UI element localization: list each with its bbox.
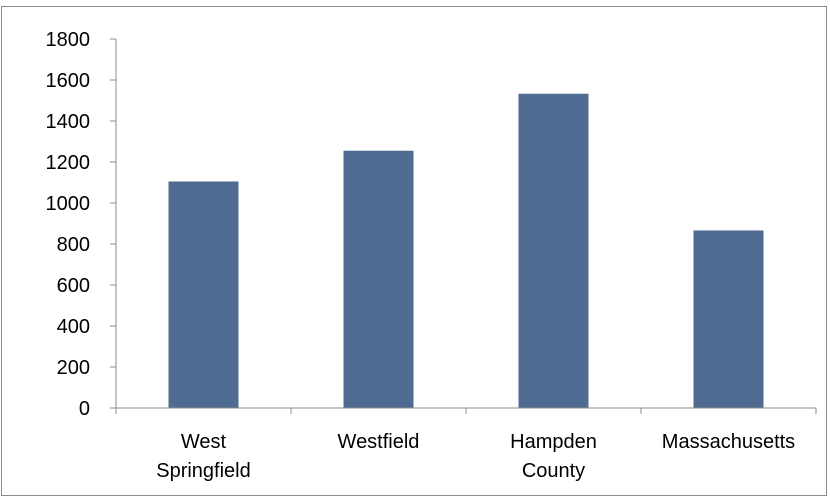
bar	[343, 150, 414, 408]
y-tick-label: 1400	[46, 111, 91, 133]
bar	[518, 93, 589, 409]
y-tick-label: 0	[79, 398, 90, 420]
y-tick-label: 1000	[46, 193, 91, 215]
x-category-label: Massachusetts	[662, 431, 795, 453]
bar	[168, 181, 239, 408]
x-category-labels-group: West Springfield Westfield Hampden County Mas…	[156, 431, 795, 482]
x-category-label: County	[522, 460, 585, 482]
bars-group	[168, 93, 764, 409]
x-ticks-group	[115, 408, 817, 414]
chart-frame	[1, 6, 827, 496]
x-category-label: West	[181, 431, 227, 453]
bar	[693, 230, 764, 408]
y-tick-label: 1200	[46, 152, 91, 174]
x-category-label: Westfield	[338, 431, 420, 453]
y-tick-label: 200	[57, 357, 90, 379]
x-category-label: Springfield	[156, 460, 251, 482]
y-tick-label: 400	[57, 316, 90, 338]
y-tick-label: 1600	[46, 70, 91, 92]
y-tick-label: 1800	[46, 29, 91, 51]
y-tick-label: 600	[57, 275, 90, 297]
y-tick-labels-group: 0 200 400 600 800 1000 1200 1400 1600 1800	[46, 29, 91, 420]
x-category-label: Hampden	[510, 431, 597, 453]
y-tick-label: 800	[57, 234, 90, 256]
y-ticks-group	[110, 38, 116, 409]
